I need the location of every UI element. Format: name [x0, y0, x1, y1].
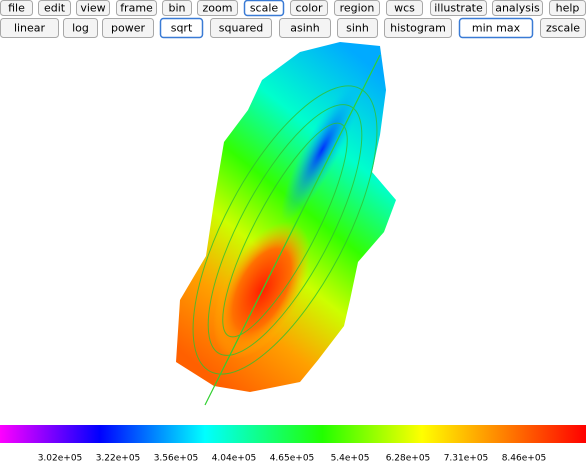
- button-label[interactable]: zoom: [203, 2, 233, 15]
- button[interactable]: sinh: [338, 19, 378, 38]
- button-label[interactable]: wcs: [394, 2, 415, 15]
- button[interactable]: linear: [1, 19, 59, 38]
- button[interactable]: min max: [460, 19, 533, 38]
- button-label[interactable]: edit: [44, 2, 66, 15]
- button[interactable]: frame: [117, 1, 157, 16]
- ds9-window: file edit view frame bin zoom scale color region…: [0, 0, 586, 470]
- button-label[interactable]: analysis: [495, 2, 540, 15]
- button-label[interactable]: power: [111, 22, 145, 35]
- colorbar-label: 3.22e+05: [96, 454, 141, 464]
- menu-bar: file edit view frame bin zoom scale color region…: [1, 1, 586, 16]
- button[interactable]: analysis: [493, 1, 543, 16]
- button-label[interactable]: squared: [219, 22, 263, 35]
- colorbar-label: 8.46e+05: [502, 454, 547, 464]
- button[interactable]: region: [335, 1, 380, 16]
- button[interactable]: file: [1, 1, 33, 16]
- button-label[interactable]: log: [72, 22, 89, 35]
- button-label[interactable]: scale: [250, 2, 279, 15]
- button[interactable]: zoom: [198, 1, 238, 16]
- button-label[interactable]: histogram: [390, 22, 446, 35]
- colorbar-labels: 3.02e+05 3.22e+05 3.56e+05 4.04e+05 4.65e+05…: [38, 454, 547, 464]
- button[interactable]: zscale: [541, 19, 586, 38]
- button[interactable]: help: [550, 1, 586, 16]
- button[interactable]: illustrate: [431, 1, 487, 16]
- button-label[interactable]: sinh: [346, 22, 369, 35]
- button[interactable]: squared: [211, 19, 272, 38]
- button-label[interactable]: file: [8, 2, 25, 15]
- colorbar-label: 6.28e+05: [386, 454, 431, 464]
- colorbar-label: 3.56e+05: [154, 454, 199, 464]
- button[interactable]: color: [291, 1, 328, 16]
- colorbar-label: 4.04e+05: [212, 454, 257, 464]
- scale-bar: linear log power sqrt squared asinh sinh histog…: [1, 19, 586, 38]
- image: [157, 42, 413, 405]
- colorbar-label: 5.4e+05: [331, 454, 370, 464]
- colorbar-label: 3.02e+05: [38, 454, 83, 464]
- button-label[interactable]: sqrt: [171, 22, 193, 35]
- button-label[interactable]: linear: [14, 22, 46, 35]
- colorbar: [0, 425, 586, 443]
- button[interactable]: scale: [245, 1, 284, 16]
- button[interactable]: power: [103, 19, 154, 38]
- button[interactable]: histogram: [385, 19, 452, 38]
- button[interactable]: bin: [163, 1, 192, 16]
- button-label[interactable]: region: [340, 2, 375, 15]
- button-label[interactable]: color: [295, 2, 323, 15]
- button-label[interactable]: asinh: [290, 22, 319, 35]
- button[interactable]: view: [77, 1, 110, 16]
- button[interactable]: log: [64, 19, 98, 38]
- button-label[interactable]: min max: [472, 22, 521, 35]
- button-label[interactable]: help: [556, 2, 580, 15]
- button-label[interactable]: frame: [120, 2, 153, 15]
- button-label[interactable]: zscale: [546, 22, 580, 35]
- button[interactable]: wcs: [387, 1, 423, 16]
- button[interactable]: edit: [39, 1, 71, 16]
- button-label[interactable]: view: [80, 2, 105, 15]
- colorbar-label: 7.31e+05: [444, 454, 489, 464]
- button[interactable]: asinh: [280, 19, 331, 38]
- button[interactable]: sqrt: [161, 19, 203, 38]
- button-label[interactable]: illustrate: [434, 2, 483, 15]
- colorbar-label: 4.65e+05: [270, 454, 315, 464]
- button-label[interactable]: bin: [168, 2, 185, 15]
